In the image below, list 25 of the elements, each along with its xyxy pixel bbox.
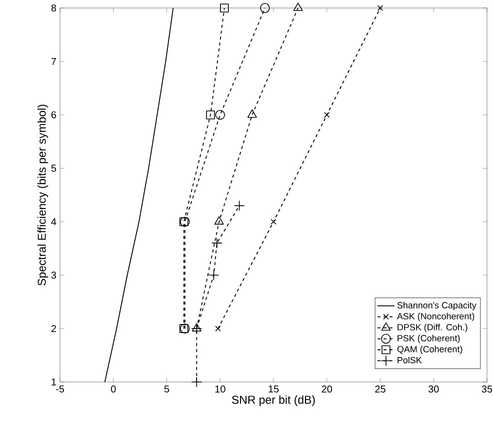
y-axis-title: Spectral Efficiency (bits per symbol) <box>37 104 48 286</box>
x-axis-title: SNR per bit (dB) <box>232 395 315 406</box>
legend-label: PSK (Coherent) <box>398 334 460 344</box>
legend-label: Shannon's Capacity <box>397 302 476 310</box>
legend-label: DPSK (Diff. Coh.) <box>398 324 468 332</box>
x-tick-label: 35 <box>482 386 492 393</box>
y-tick-label: 4 <box>51 218 56 226</box>
legend-label: ASK (Noncoherent) <box>396 312 474 322</box>
x-tick-label: -5 <box>56 386 64 392</box>
y-tick-label: 1 <box>52 378 56 386</box>
y-tick-label: 3 <box>51 272 56 279</box>
x-tick-label: 15 <box>268 386 279 392</box>
y-tick-label: 7 <box>51 58 56 65</box>
x-tick-label: 5 <box>164 386 170 392</box>
x-tick-label: 10 <box>215 386 226 393</box>
legend-label: QAM (Coherent) <box>397 346 462 354</box>
y-tick-label: 5 <box>51 164 56 172</box>
x-tick-label: 0 <box>110 386 116 393</box>
y-tick-label: 6 <box>51 111 56 118</box>
y-tick-label: 2 <box>51 325 56 332</box>
x-tick-label: 30 <box>428 386 439 393</box>
x-tick-label: 20 <box>322 386 332 393</box>
y-tick-label: 8 <box>51 4 56 12</box>
legend-label: PolSK <box>398 356 422 364</box>
x-tick-label: 25 <box>375 386 386 393</box>
